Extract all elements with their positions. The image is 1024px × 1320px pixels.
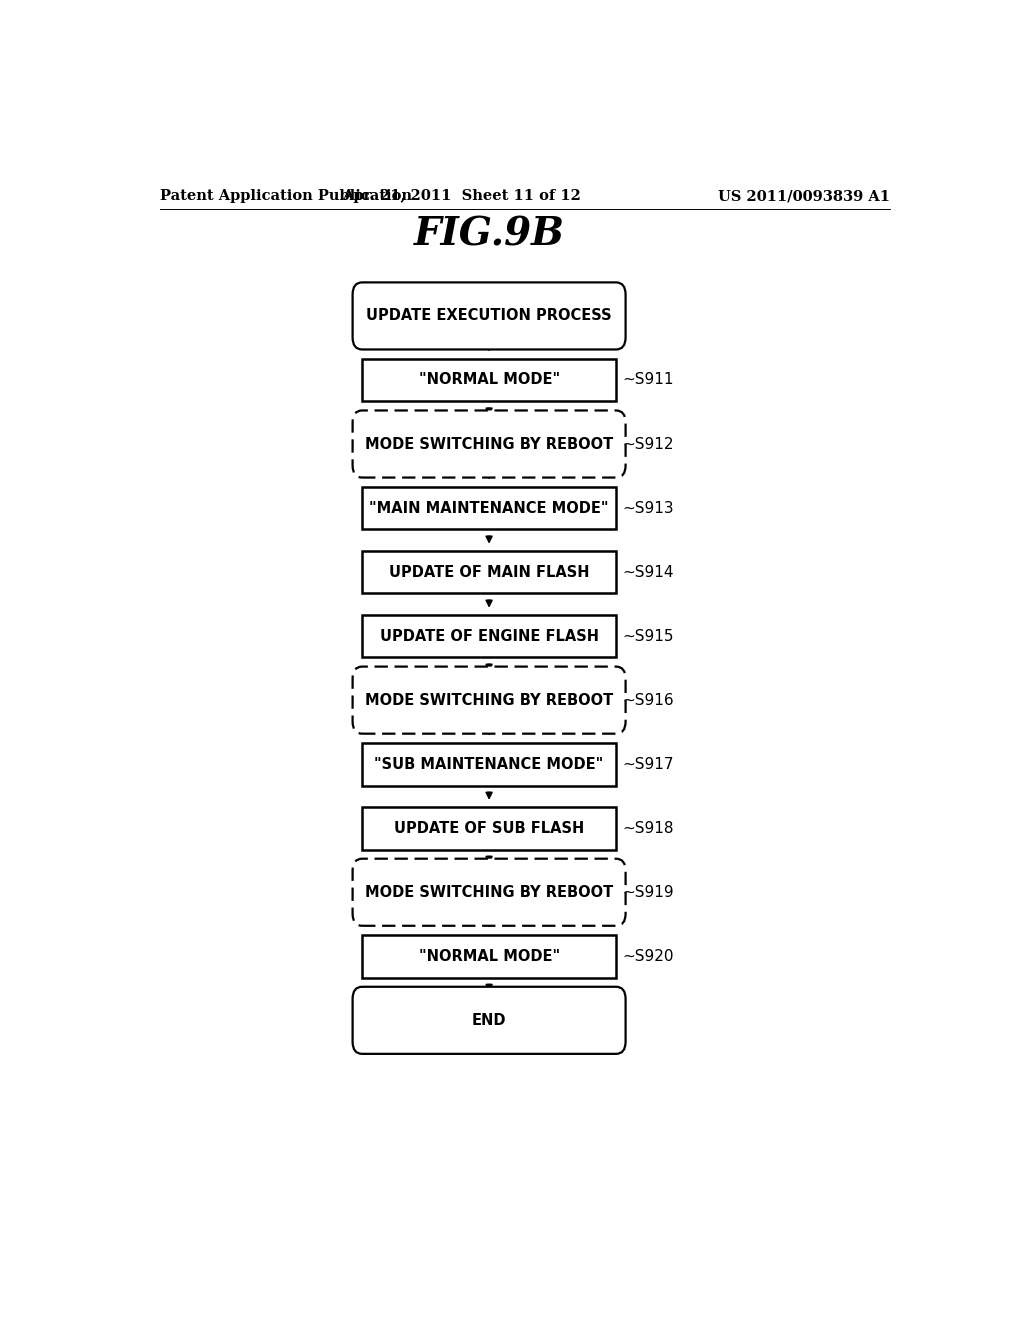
- Bar: [362, 807, 616, 850]
- Text: ∼S918: ∼S918: [623, 821, 674, 836]
- Text: ∼S917: ∼S917: [623, 756, 674, 772]
- Bar: [362, 487, 616, 529]
- FancyBboxPatch shape: [352, 859, 626, 925]
- Bar: [362, 359, 616, 401]
- Text: Patent Application Publication: Patent Application Publication: [160, 189, 412, 203]
- Text: FIG.9B: FIG.9B: [414, 215, 564, 253]
- Bar: [362, 550, 616, 594]
- Text: ∼S913: ∼S913: [623, 500, 674, 516]
- Text: "SUB MAINTENANCE MODE": "SUB MAINTENANCE MODE": [375, 756, 604, 772]
- Bar: [362, 743, 616, 785]
- Text: UPDATE OF MAIN FLASH: UPDATE OF MAIN FLASH: [389, 565, 590, 579]
- Text: "NORMAL MODE": "NORMAL MODE": [419, 372, 560, 388]
- Text: UPDATE OF SUB FLASH: UPDATE OF SUB FLASH: [394, 821, 585, 836]
- Text: UPDATE EXECUTION PROCESS: UPDATE EXECUTION PROCESS: [367, 309, 612, 323]
- FancyBboxPatch shape: [352, 282, 626, 350]
- FancyBboxPatch shape: [352, 987, 626, 1053]
- Text: ∼S919: ∼S919: [623, 884, 674, 900]
- Text: ∼S911: ∼S911: [623, 372, 674, 388]
- FancyBboxPatch shape: [352, 411, 626, 478]
- Bar: [362, 935, 616, 978]
- FancyBboxPatch shape: [352, 667, 626, 734]
- Text: "MAIN MAINTENANCE MODE": "MAIN MAINTENANCE MODE": [370, 500, 609, 516]
- Text: Apr. 21, 2011  Sheet 11 of 12: Apr. 21, 2011 Sheet 11 of 12: [342, 189, 581, 203]
- Text: ∼S916: ∼S916: [623, 693, 674, 708]
- Text: ∼S915: ∼S915: [623, 628, 674, 644]
- Text: ∼S914: ∼S914: [623, 565, 674, 579]
- Text: US 2011/0093839 A1: US 2011/0093839 A1: [718, 189, 890, 203]
- Text: UPDATE OF ENGINE FLASH: UPDATE OF ENGINE FLASH: [380, 628, 599, 644]
- Text: ∼S920: ∼S920: [623, 949, 674, 964]
- Bar: [362, 615, 616, 657]
- Text: MODE SWITCHING BY REBOOT: MODE SWITCHING BY REBOOT: [365, 884, 613, 900]
- Text: MODE SWITCHING BY REBOOT: MODE SWITCHING BY REBOOT: [365, 693, 613, 708]
- Text: "NORMAL MODE": "NORMAL MODE": [419, 949, 560, 964]
- Text: MODE SWITCHING BY REBOOT: MODE SWITCHING BY REBOOT: [365, 437, 613, 451]
- Text: END: END: [472, 1012, 506, 1028]
- Text: ∼S912: ∼S912: [623, 437, 674, 451]
